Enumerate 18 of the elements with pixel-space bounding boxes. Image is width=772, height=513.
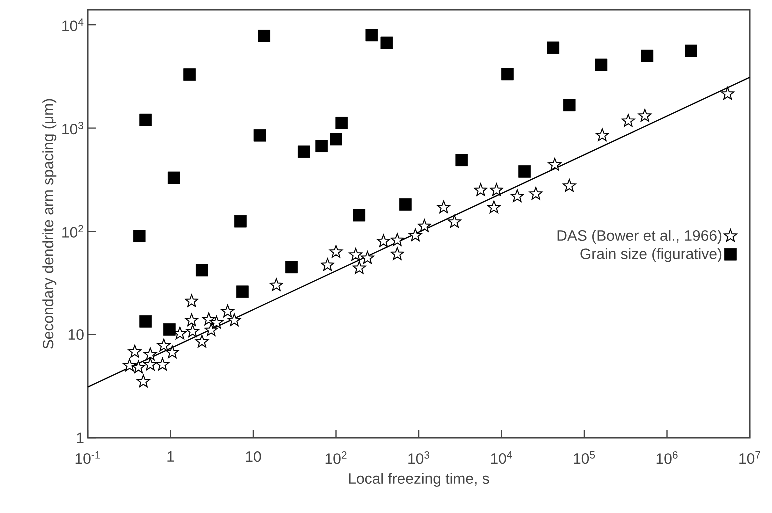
- y-tick-label: 10$^{3}$: [62, 122, 84, 135]
- x-axis-title: Local freezing time, s: [349, 473, 490, 488]
- legend-label: Grain size (figurative): [580, 248, 722, 262]
- x-tick-label: 1: [168, 452, 174, 462]
- y-tick-label: 10$^{2}$: [62, 225, 84, 238]
- y-axis-title: Secondary dendrite arm spacing (μm): [42, 99, 57, 349]
- x-tick-label: 10$^{-1}$: [76, 452, 100, 464]
- x-tick-label: 10$^{7}$: [740, 452, 760, 464]
- y-tick-label: 10$^{4}$: [62, 18, 84, 32]
- x-tick-label: 10$^{5}$: [574, 452, 596, 464]
- x-tick-label: 10$^{4}$: [491, 452, 512, 464]
- x-tick-label: 10$^{2}$: [326, 452, 347, 464]
- x-tick-label: 10$^{6}$: [656, 452, 678, 464]
- y-tick-label: 1: [77, 432, 84, 444]
- legend-label: DAS (Bower et al., 1966): [558, 230, 722, 244]
- y-tick-label: 10: [68, 329, 84, 340]
- x-tick-label: 10$^{3}$: [408, 452, 430, 464]
- x-tick-label: 10: [246, 452, 262, 462]
